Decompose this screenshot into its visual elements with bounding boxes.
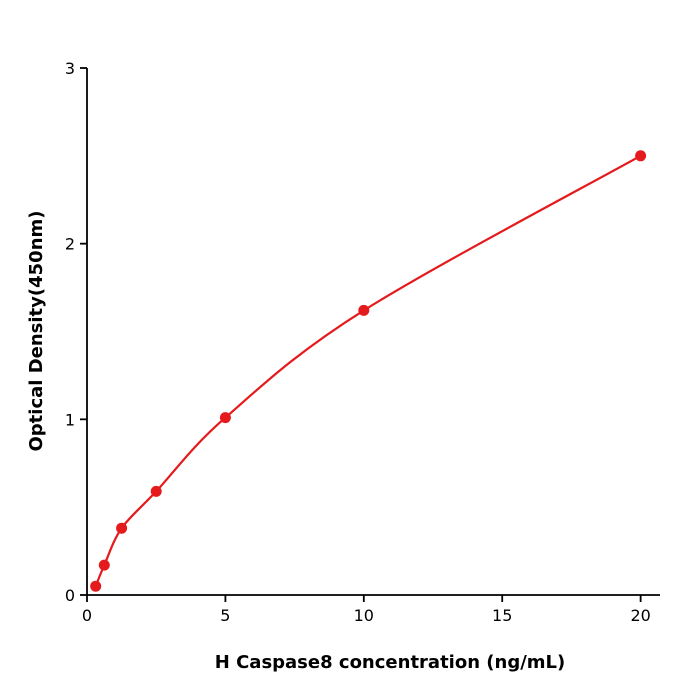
data-point-marker	[635, 150, 647, 162]
x-tick-label: 5	[220, 606, 230, 625]
x-tick-label: 20	[630, 606, 650, 625]
data-points	[90, 150, 647, 592]
axes-spines	[86, 68, 660, 596]
y-tick-label: 0	[65, 586, 75, 605]
y-axis-ticks: 0 1 2 3	[65, 59, 87, 605]
x-axis-ticks: 0 5 10 15 20	[82, 595, 651, 625]
data-point-marker	[358, 304, 370, 316]
fit-curve-path	[94, 154, 642, 588]
y-axis-title: Optical Density(450nm)	[26, 211, 47, 452]
data-point-marker	[116, 522, 128, 534]
x-tick-label: 10	[354, 606, 374, 625]
data-point-marker	[98, 559, 110, 571]
data-point-marker	[150, 485, 162, 497]
y-tick-label: 2	[65, 235, 75, 254]
y-tick-label: 3	[65, 59, 75, 78]
x-tick-label: 15	[492, 606, 512, 625]
data-point-marker	[90, 580, 102, 592]
data-point-marker	[219, 412, 231, 424]
x-tick-label: 0	[82, 606, 92, 625]
fit-curve	[94, 154, 642, 588]
y-tick-label: 1	[65, 410, 75, 429]
x-axis-title: H Caspase8 concentration (ng/mL)	[215, 652, 566, 673]
